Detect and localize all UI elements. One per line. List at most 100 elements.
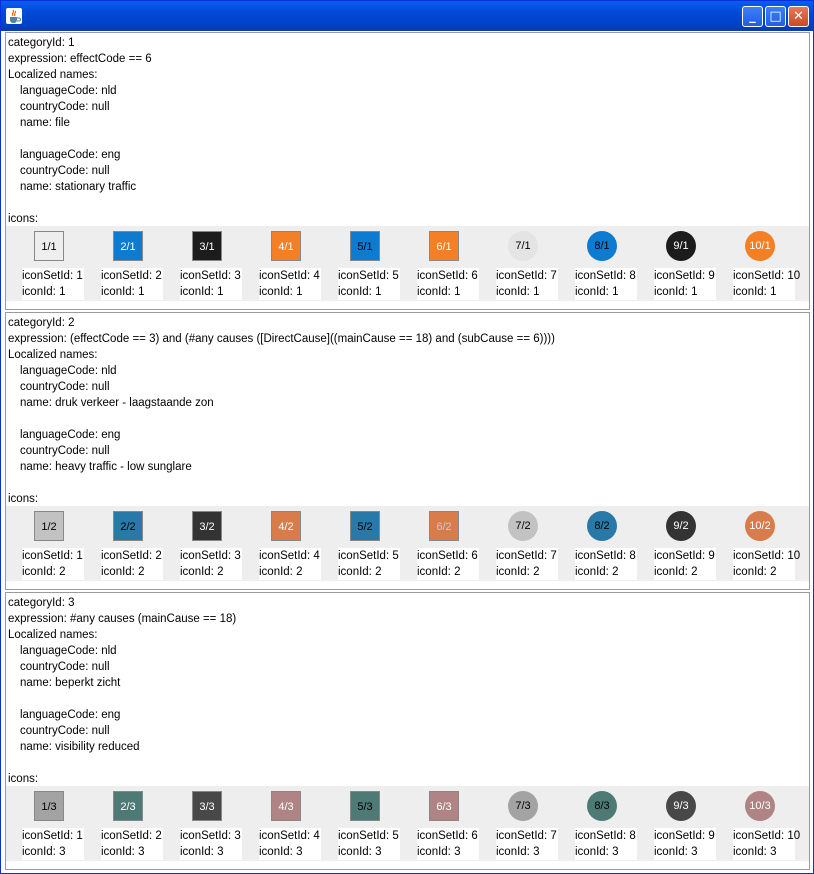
localized-name-text: name: visibility reduced — [20, 741, 140, 753]
localized-name-text: name: druk verkeer - laagstaande zon — [20, 397, 214, 409]
icon-id-text: iconId: 3 — [575, 846, 619, 858]
circle-traffic-icon: 7/1 — [508, 231, 538, 261]
localized-names-label: Localized names: — [8, 349, 98, 361]
localized-name-text: name: heavy traffic - low sunglare — [20, 461, 192, 473]
icon-set-id-text: iconSetId: 3 — [180, 550, 241, 562]
icon-cell: 1/3 iconSetId: 1 iconId: 3 — [18, 786, 84, 861]
icon-info: iconSetId: 8 iconId: 2 — [575, 548, 637, 580]
category-panel: categoryId: 1 expression: effectCode == 6… — [5, 32, 810, 310]
icon-cell: 5/3 iconSetId: 5 iconId: 3 — [334, 786, 400, 861]
language-code-text: languageCode: nld — [20, 365, 117, 377]
icon-cell: 4/1 iconSetId: 4 iconId: 1 — [255, 226, 321, 301]
icon-cell: 7/2 iconSetId: 7 iconId: 2 — [492, 506, 558, 581]
icon-cell: 3/1 iconSetId: 3 iconId: 1 — [176, 226, 242, 301]
icon-id-text: iconId: 3 — [733, 846, 777, 858]
icon-set-id-text: iconSetId: 4 — [259, 550, 320, 562]
language-code-text: languageCode: eng — [20, 149, 121, 161]
icon-id-text: iconId: 1 — [259, 286, 303, 298]
category-panel: categoryId: 3 expression: #any causes (ma… — [5, 592, 810, 870]
square-traffic-icon: 2/1 — [113, 231, 143, 261]
icon-info: iconSetId: 4 iconId: 3 — [259, 828, 321, 860]
icon-cell: 8/3 iconSetId: 8 iconId: 3 — [571, 786, 637, 861]
category-id-text: categoryId: 1 — [8, 37, 75, 49]
icon-info: iconSetId: 1 iconId: 1 — [22, 268, 84, 300]
minimize-button[interactable]: _ — [742, 6, 763, 27]
icon-info: iconSetId: 5 iconId: 2 — [338, 548, 400, 580]
icon-id-text: iconId: 2 — [259, 566, 303, 578]
title-bar[interactable]: _ □ ✕ — [1, 1, 813, 31]
icon-set-id-text: iconSetId: 4 — [259, 270, 320, 282]
square-traffic-icon: 3/3 — [192, 791, 222, 821]
icon-cell: 9/1 iconSetId: 9 iconId: 1 — [650, 226, 716, 301]
icon-cell: 5/1 iconSetId: 5 iconId: 1 — [334, 226, 400, 301]
icon-set-id-text: iconSetId: 8 — [575, 270, 636, 282]
square-traffic-icon: 6/1 — [429, 231, 459, 261]
icon-cell: 8/2 iconSetId: 8 iconId: 2 — [571, 506, 637, 581]
icons-label: icons: — [8, 773, 39, 785]
expression-text: expression: effectCode == 6 — [8, 53, 152, 65]
icon-info: iconSetId: 3 iconId: 2 — [180, 548, 242, 580]
icon-id-text: iconId: 1 — [575, 286, 619, 298]
icon-info: iconSetId: 6 iconId: 3 — [417, 828, 479, 860]
icon-set-id-text: iconSetId: 10 — [733, 550, 801, 562]
icon-set-id-text: iconSetId: 2 — [101, 550, 162, 562]
icon-id-text: iconId: 2 — [417, 566, 461, 578]
category-panel: categoryId: 2 expression: (effectCode == … — [5, 312, 810, 590]
icon-info: iconSetId: 4 iconId: 2 — [259, 548, 321, 580]
icon-set-id-text: iconSetId: 3 — [180, 270, 241, 282]
icon-set-id-text: iconSetId: 7 — [496, 270, 557, 282]
icon-info: iconSetId: 7 iconId: 2 — [496, 548, 558, 580]
localized-names-label: Localized names: — [8, 69, 98, 81]
icon-set-id-text: iconSetId: 9 — [654, 550, 715, 562]
icon-id-text: iconId: 3 — [22, 846, 66, 858]
icon-id-text: iconId: 3 — [496, 846, 540, 858]
icon-info: iconSetId: 8 iconId: 1 — [575, 268, 637, 300]
icon-cell: 8/1 iconSetId: 8 iconId: 1 — [571, 226, 637, 301]
square-traffic-icon: 2/2 — [113, 511, 143, 541]
icon-set-id-text: iconSetId: 7 — [496, 830, 557, 842]
icon-cell: 4/2 iconSetId: 4 iconId: 2 — [255, 506, 321, 581]
icon-cell: 10/3 iconSetId: 10 iconId: 3 — [729, 786, 801, 861]
circle-traffic-icon: 8/1 — [587, 231, 617, 261]
square-traffic-icon: 5/1 — [350, 231, 380, 261]
icon-set-id-text: iconSetId: 9 — [654, 830, 715, 842]
icon-id-text: iconId: 1 — [654, 286, 698, 298]
circle-traffic-icon: 8/3 — [587, 791, 617, 821]
square-traffic-icon: 1/2 — [34, 511, 64, 541]
icon-id-text: iconId: 3 — [180, 846, 224, 858]
icon-id-text: iconId: 1 — [733, 286, 777, 298]
icon-cell: 6/2 iconSetId: 6 iconId: 2 — [413, 506, 479, 581]
icon-set-id-text: iconSetId: 10 — [733, 830, 801, 842]
icon-set-id-text: iconSetId: 8 — [575, 830, 636, 842]
localized-names-label: Localized names: — [8, 629, 98, 641]
icon-id-text: iconId: 2 — [22, 566, 66, 578]
icon-id-text: iconId: 3 — [259, 846, 303, 858]
icon-info: iconSetId: 8 iconId: 3 — [575, 828, 637, 860]
icon-set-id-text: iconSetId: 10 — [733, 270, 801, 282]
square-traffic-icon: 5/3 — [350, 791, 380, 821]
icon-info: iconSetId: 2 iconId: 2 — [101, 548, 163, 580]
icon-id-text: iconId: 1 — [338, 286, 382, 298]
icon-set-id-text: iconSetId: 6 — [417, 270, 478, 282]
circle-traffic-icon: 10/2 — [745, 511, 775, 541]
circle-traffic-icon: 10/3 — [745, 791, 775, 821]
icon-id-text: iconId: 1 — [496, 286, 540, 298]
square-traffic-icon: 6/2 — [429, 511, 459, 541]
close-button[interactable]: ✕ — [788, 6, 809, 27]
icon-info: iconSetId: 3 iconId: 1 — [180, 268, 242, 300]
icon-id-text: iconId: 3 — [101, 846, 145, 858]
circle-traffic-icon: 10/1 — [745, 231, 775, 261]
icon-set-id-text: iconSetId: 5 — [338, 270, 399, 282]
square-traffic-icon: 1/3 — [34, 791, 64, 821]
icon-cell: 10/1 iconSetId: 10 iconId: 1 — [729, 226, 801, 301]
icons-label: icons: — [8, 493, 39, 505]
localized-name-text: name: beperkt zicht — [20, 677, 121, 689]
country-code-text: countryCode: null — [20, 725, 110, 737]
square-traffic-icon: 4/1 — [271, 231, 301, 261]
maximize-button[interactable]: □ — [765, 6, 786, 27]
icon-cell: 3/3 iconSetId: 3 iconId: 3 — [176, 786, 242, 861]
icon-cell: 2/3 iconSetId: 2 iconId: 3 — [97, 786, 163, 861]
icon-set-id-text: iconSetId: 1 — [22, 550, 83, 562]
